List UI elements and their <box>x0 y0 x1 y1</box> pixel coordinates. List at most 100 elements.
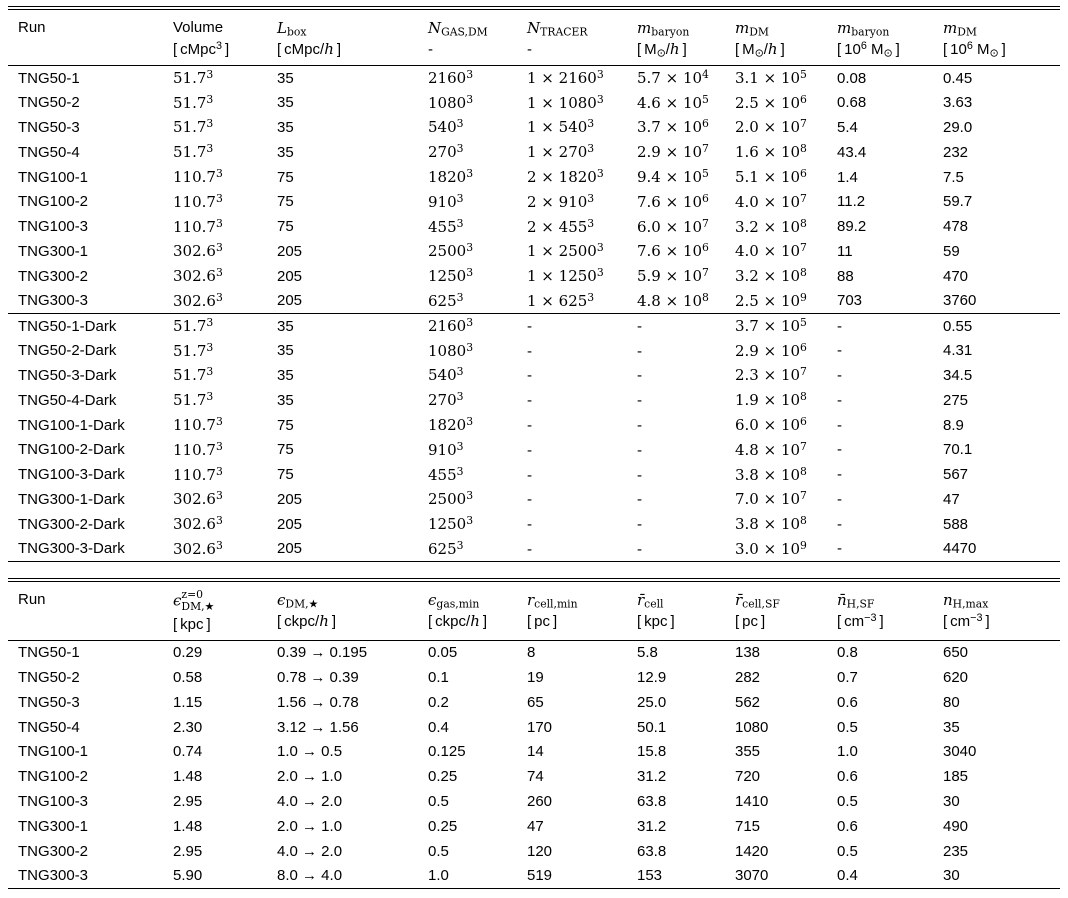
value-cell: 80 <box>943 693 960 711</box>
table2-header: Run ϵ z=0 DM,★[ kpc ] ϵDM,★[ ckpc/h ] ϵgas,mi… <box>8 579 1060 641</box>
value-cell: 0.5 <box>428 842 449 860</box>
table-row: TNG50-2 0.58 0.78 → 0.39 0.1 19 12.9 282 0.7 620 <box>8 665 1060 690</box>
column-header: mbaryon[ 106 M⊙ ] <box>827 8 933 66</box>
value-cell: 51.73 <box>173 92 214 112</box>
value-cell: 2.95 <box>173 792 203 810</box>
value-cell: 29.0 <box>943 118 973 136</box>
value-cell: 4.0 × 107 <box>735 241 807 261</box>
value-cell: 12.9 <box>637 668 667 686</box>
value-cell: 110.73 <box>173 167 223 187</box>
run-name: TNG300-2 <box>18 267 89 285</box>
run-name: TNG50-2-Dark <box>18 342 117 360</box>
column-label: mDM <box>735 19 769 39</box>
column-label: r̄cell <box>637 590 664 611</box>
value-cell: 5.7 × 104 <box>637 68 709 88</box>
value-cell: 138 <box>735 644 761 662</box>
value-cell: 1.0 <box>837 743 858 761</box>
value-cell: 0.5 <box>837 792 858 810</box>
column-label: mbaryon <box>837 19 890 39</box>
value-cell: 35 <box>277 94 294 112</box>
value-cell: - <box>527 440 533 459</box>
column-header: Lbox[ cMpc/h ] <box>267 8 418 66</box>
column-unit: [ kpc ] <box>173 615 211 633</box>
value-cell: 170 <box>527 718 553 736</box>
column-header: NTRACER - <box>517 8 627 66</box>
value-cell: 21603 <box>428 68 474 88</box>
table-row: TNG100-3-Dark 110.73 75 4553 - - 3.8 × 108 - 567 <box>8 462 1060 487</box>
value-cell: 51.73 <box>173 365 214 385</box>
table1-body: TNG50-1 51.73 35 21603 1 × 21603 5.7 × 104 3.1… <box>8 66 1060 562</box>
value-cell: 75 <box>277 218 294 236</box>
column-header: ϵDM,★[ ckpc/h ] <box>267 579 418 641</box>
value-cell: 302.63 <box>173 266 223 286</box>
table-row: TNG300-2 2.95 4.0 → 2.0 0.5 120 63.8 1420 0.5 23… <box>8 839 1060 864</box>
run-name: TNG50-4 <box>18 143 80 161</box>
value-cell: 50.1 <box>637 718 667 736</box>
value-cell: 65 <box>527 693 544 711</box>
value-cell: 4.0 × 107 <box>735 192 807 211</box>
column-label: r̄cell,SF <box>735 590 780 611</box>
value-cell: - <box>837 490 842 508</box>
value-cell: - <box>527 490 533 509</box>
value-cell: - <box>637 490 643 509</box>
value-cell: 2.3 × 107 <box>735 365 807 385</box>
value-cell: 0.74 <box>173 743 203 761</box>
value-cell: 4553 <box>428 464 464 484</box>
value-cell: - <box>527 366 533 385</box>
value-cell: - <box>527 341 533 360</box>
column-header: r̄cell[ kpc ] <box>627 579 725 641</box>
column-label: NTRACER <box>527 19 588 39</box>
column-label: Run <box>18 19 46 36</box>
column-unit: [ 106 M⊙ ] <box>943 40 1006 60</box>
value-cell: 3.7 × 106 <box>637 117 709 137</box>
value-cell: 5403 <box>428 365 464 385</box>
column-header: Run <box>8 579 163 641</box>
value-cell: 10803 <box>428 92 474 112</box>
value-cell: 1.9 × 108 <box>735 390 807 410</box>
value-cell: - <box>527 465 533 484</box>
value-cell: - <box>837 366 842 384</box>
value-cell: - <box>837 515 842 533</box>
table-row: TNG100-2 1.48 2.0 → 1.0 0.25 74 31.2 720 0.6 185 <box>8 764 1060 789</box>
value-cell: 205 <box>277 515 303 533</box>
table-row: TNG100-1 0.74 1.0 → 0.5 0.125 14 15.8 355 1.0 30… <box>8 739 1060 764</box>
run-name: TNG100-2 <box>18 768 89 786</box>
value-cell: 25003 <box>428 489 474 509</box>
value-cell: 302.63 <box>173 514 223 534</box>
value-cell: 35 <box>277 342 294 360</box>
value-cell: 74 <box>527 768 544 786</box>
column-unit: [ cm−3 ] <box>943 612 990 630</box>
value-cell: 0.58 <box>173 668 203 686</box>
table-row: TNG100-3 110.73 75 4553 2 × 4553 6.0 × 107 3.2… <box>8 214 1060 239</box>
value-cell: 2.30 <box>173 718 203 736</box>
value-cell: 260 <box>527 792 553 810</box>
value-cell: - <box>637 465 643 484</box>
column-header: mDM[ M⊙/h ] <box>725 8 827 66</box>
value-cell: 75 <box>277 168 294 186</box>
value-cell: 1.48 <box>173 817 203 835</box>
value-cell: 4470 <box>943 540 977 558</box>
run-name: TNG100-3-Dark <box>18 466 125 484</box>
value-cell: 2703 <box>428 390 464 410</box>
table-row: TNG50-2 51.73 35 10803 1 × 10803 4.6 × 105 2.5… <box>8 90 1060 115</box>
value-cell: 1.15 <box>173 693 203 711</box>
value-cell: 2.0 × 107 <box>735 117 807 137</box>
column-label: Volume <box>173 19 224 36</box>
value-cell: - <box>527 515 533 534</box>
value-cell: 588 <box>943 515 969 533</box>
value-cell: 35 <box>277 143 294 161</box>
value-cell: - <box>527 416 533 435</box>
header-row: Run Volume [ cMpc3 ] Lbox[ cMpc/h ] NGAS,DM -… <box>8 8 1060 66</box>
value-cell: 715 <box>735 817 761 835</box>
value-cell: 15.8 <box>637 743 667 761</box>
value-cell: 3070 <box>735 867 769 885</box>
table-row: TNG50-1 0.29 0.39 → 0.195 0.05 8 5.8 138 0.8 650 <box>8 640 1060 665</box>
value-cell: 478 <box>943 218 969 236</box>
table-row: TNG50-1 51.73 35 21603 1 × 21603 5.7 × 104 3.1… <box>8 66 1060 91</box>
value-cell: 2 × 9103 <box>527 192 595 211</box>
value-cell: - <box>637 391 643 410</box>
header-row: Run ϵ z=0 DM,★[ kpc ] ϵDM,★[ ckpc/h ] ϵgas,mi… <box>8 579 1060 641</box>
run-name: TNG100-3 <box>18 218 89 236</box>
value-cell: 1.48 <box>173 768 203 786</box>
